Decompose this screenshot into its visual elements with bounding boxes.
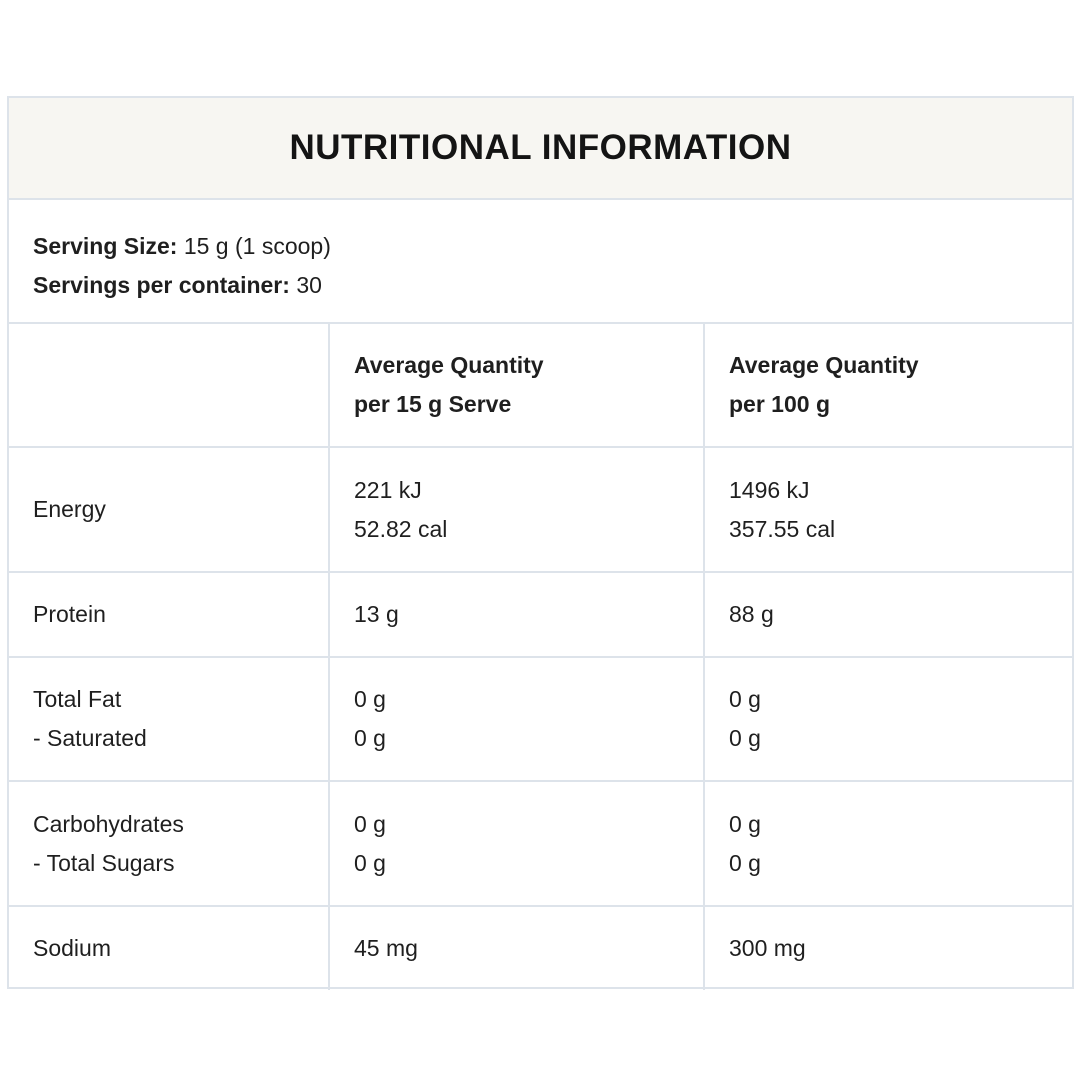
energy-per-serve-kj: 221 kJ — [354, 476, 422, 503]
table-row-protein: Protein 13 g 88 g — [9, 572, 1072, 658]
energy-label: Energy — [9, 447, 330, 573]
sugars-per-serve-value: 0 g — [354, 849, 386, 876]
header-per-serve-line1: Average Quantity — [354, 352, 544, 378]
table-header-row: Average Quantity per 15 g Serve Average … — [9, 324, 1072, 448]
table-row-fat: Total Fat - Saturated 0 g 0 g 0 g 0 g — [9, 657, 1072, 782]
protein-per-100: 88 g — [704, 572, 1072, 658]
carbs-per-100: 0 g 0 g — [704, 781, 1072, 907]
carbs-label: Carbohydrates — [33, 810, 184, 837]
servings-per-container-value: 30 — [296, 272, 322, 298]
table-row-sodium: Sodium 45 mg 300 mg — [9, 906, 1072, 990]
header-per-serve: Average Quantity per 15 g Serve — [329, 324, 705, 448]
table-row-carbs: Carbohydrates - Total Sugars 0 g 0 g 0 g… — [9, 781, 1072, 907]
header-per-100-line2: per 100 g — [729, 391, 830, 417]
saturated-per-100-value: 0 g — [729, 725, 761, 751]
fat-per-100-value: 0 g — [729, 686, 761, 712]
fat-per-100: 0 g 0 g — [704, 657, 1072, 782]
sugars-label: - Total Sugars — [33, 849, 175, 876]
carbs-per-serve: 0 g 0 g — [329, 781, 705, 907]
nutrition-panel: NUTRITIONAL INFORMATION Serving Size: 15… — [7, 96, 1074, 990]
serving-size-value: 15 g (1 scoop) — [183, 233, 331, 259]
sodium-per-100: 300 mg — [729, 935, 806, 961]
header-per-100-line1: Average Quantity — [729, 352, 919, 378]
servings-per-container-label: Servings per container: — [33, 272, 290, 298]
energy-per-100-kj: 1496 kJ — [729, 476, 810, 503]
protein-label: Protein — [9, 572, 330, 658]
servings-per-container-line: Servings per container: 30 — [33, 266, 1072, 305]
carbs-per-100-value: 0 g — [729, 810, 761, 837]
fat-per-serve-value: 0 g — [354, 686, 386, 712]
serving-size-line: Serving Size: 15 g (1 scoop) — [33, 227, 1072, 266]
panel-title: NUTRITIONAL INFORMATION — [289, 128, 792, 167]
energy-per-100-cal: 357.55 cal — [729, 515, 836, 542]
table-row-energy: Energy 221 kJ 52.82 cal 1496 kJ 357.55 c… — [9, 447, 1072, 573]
fat-labels: Total Fat - Saturated — [9, 657, 330, 782]
header-per-serve-line2: per 15 g Serve — [354, 391, 512, 417]
energy-per-100: 1496 kJ 357.55 cal — [704, 447, 1072, 573]
protein-per-serve: 13 g — [329, 572, 705, 658]
energy-per-serve: 221 kJ 52.82 cal — [329, 447, 705, 573]
header-empty-cell — [9, 324, 330, 448]
sodium-label: Sodium — [9, 906, 330, 990]
carbs-per-serve-value: 0 g — [354, 810, 386, 837]
header-per-100: Average Quantity per 100 g — [704, 324, 1072, 448]
nutrition-table: Average Quantity per 15 g Serve Average … — [9, 324, 1072, 990]
energy-per-serve-cal: 52.82 cal — [354, 515, 448, 542]
fat-per-serve: 0 g 0 g — [329, 657, 705, 782]
saturated-label: - Saturated — [33, 725, 147, 751]
sugars-per-100-value: 0 g — [729, 849, 761, 876]
serving-info: Serving Size: 15 g (1 scoop) Servings pe… — [9, 200, 1072, 324]
fat-label: Total Fat — [33, 686, 122, 712]
title-bar: NUTRITIONAL INFORMATION — [9, 98, 1072, 200]
saturated-per-serve-value: 0 g — [354, 725, 386, 751]
carbs-labels: Carbohydrates - Total Sugars — [9, 781, 330, 907]
serving-size-label: Serving Size: — [33, 233, 178, 259]
sodium-per-serve: 45 mg — [329, 906, 705, 990]
